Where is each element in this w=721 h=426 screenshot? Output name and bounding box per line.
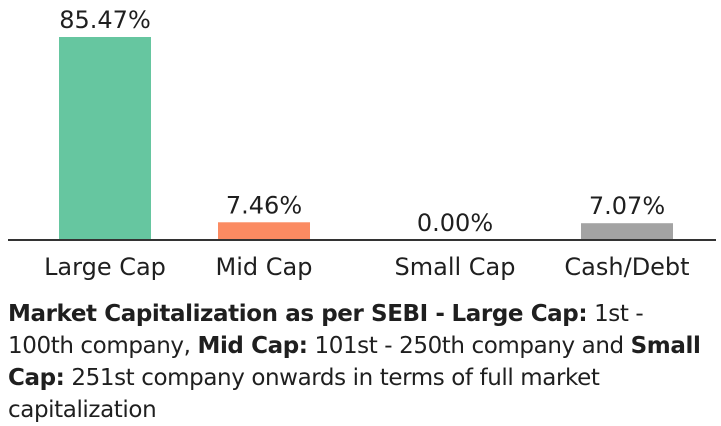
footnote-mid-cap-label: Mid Cap: — [197, 333, 308, 359]
bar-value-label: 85.47% — [59, 6, 151, 34]
footnote-mid-cap-text: 101st - 250th company and — [314, 333, 624, 359]
footnote-small-cap-text: 251st company onwards in terms of full m… — [8, 365, 600, 423]
category-label: Small Cap — [395, 253, 516, 281]
category-label: Mid Cap — [216, 253, 313, 281]
bar-large-cap — [59, 37, 151, 240]
footnote-small-cap-label: Small Cap: — [8, 333, 701, 391]
footnote-large-cap-label: Large Cap: — [451, 301, 588, 327]
market-cap-bar-chart: 85.47% Large Cap 7.46% Mid Cap 0.00% Small Ca… — [8, 6, 716, 281]
category-label: Large Cap — [44, 253, 166, 281]
category-label: Cash/Debt — [564, 253, 689, 281]
bar-value-label: 7.46% — [226, 191, 302, 219]
bar-mid-cap — [218, 222, 310, 240]
bar-cash-debt — [581, 223, 673, 240]
footnote-lead: Market Capitalization as per SEBI - — [8, 301, 445, 327]
footnote-large-cap-text: 1st - 100th company, — [8, 301, 644, 359]
bar-value-label: 0.00% — [417, 209, 493, 237]
chart-canvas: 85.47% Large Cap 7.46% Mid Cap 0.00% Small Ca… — [8, 6, 716, 281]
bar-value-label: 7.07% — [589, 192, 665, 220]
